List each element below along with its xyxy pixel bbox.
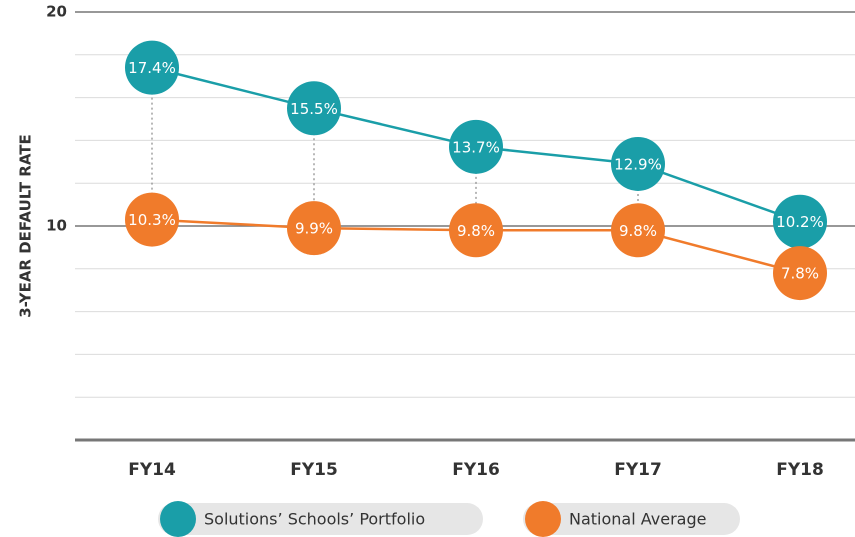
x-tick-label: FY16 [452, 460, 500, 480]
data-point [125, 192, 179, 247]
data-label: 12.9% [614, 155, 662, 173]
legend-swatch [525, 501, 561, 537]
data-label: 10.3% [128, 211, 176, 229]
data-label: 10.2% [776, 213, 824, 231]
data-point [773, 194, 827, 249]
data-label: 7.8% [781, 265, 819, 283]
data-point [611, 136, 665, 191]
legend-pill [158, 503, 483, 535]
legend-swatch [160, 501, 196, 537]
y-tick-label: 20 [46, 3, 67, 21]
x-tick-label: FY17 [614, 460, 662, 480]
data-point [449, 119, 503, 174]
x-tick-label: FY14 [128, 460, 176, 480]
data-point [773, 246, 827, 301]
data-label: 13.7% [452, 138, 500, 156]
data-point [449, 203, 503, 258]
data-point [611, 203, 665, 258]
data-label: 9.9% [295, 220, 333, 238]
data-point [287, 81, 341, 136]
data-label: 9.8% [619, 222, 657, 240]
y-tick-label: 10 [46, 217, 67, 235]
data-point [287, 201, 341, 256]
x-tick-label: FY15 [290, 460, 338, 480]
data-point [125, 40, 179, 95]
legend-label: Solutions’ Schools’ Portfolio [204, 510, 425, 529]
legend-pill [523, 503, 740, 535]
data-label: 15.5% [290, 100, 338, 118]
x-tick-label: FY18 [776, 460, 824, 480]
legend-label: National Average [569, 510, 706, 529]
data-label: 17.4% [128, 59, 176, 77]
data-label: 9.8% [457, 222, 495, 240]
y-axis-label: 3-YEAR DEFAULT RATE [17, 134, 35, 318]
